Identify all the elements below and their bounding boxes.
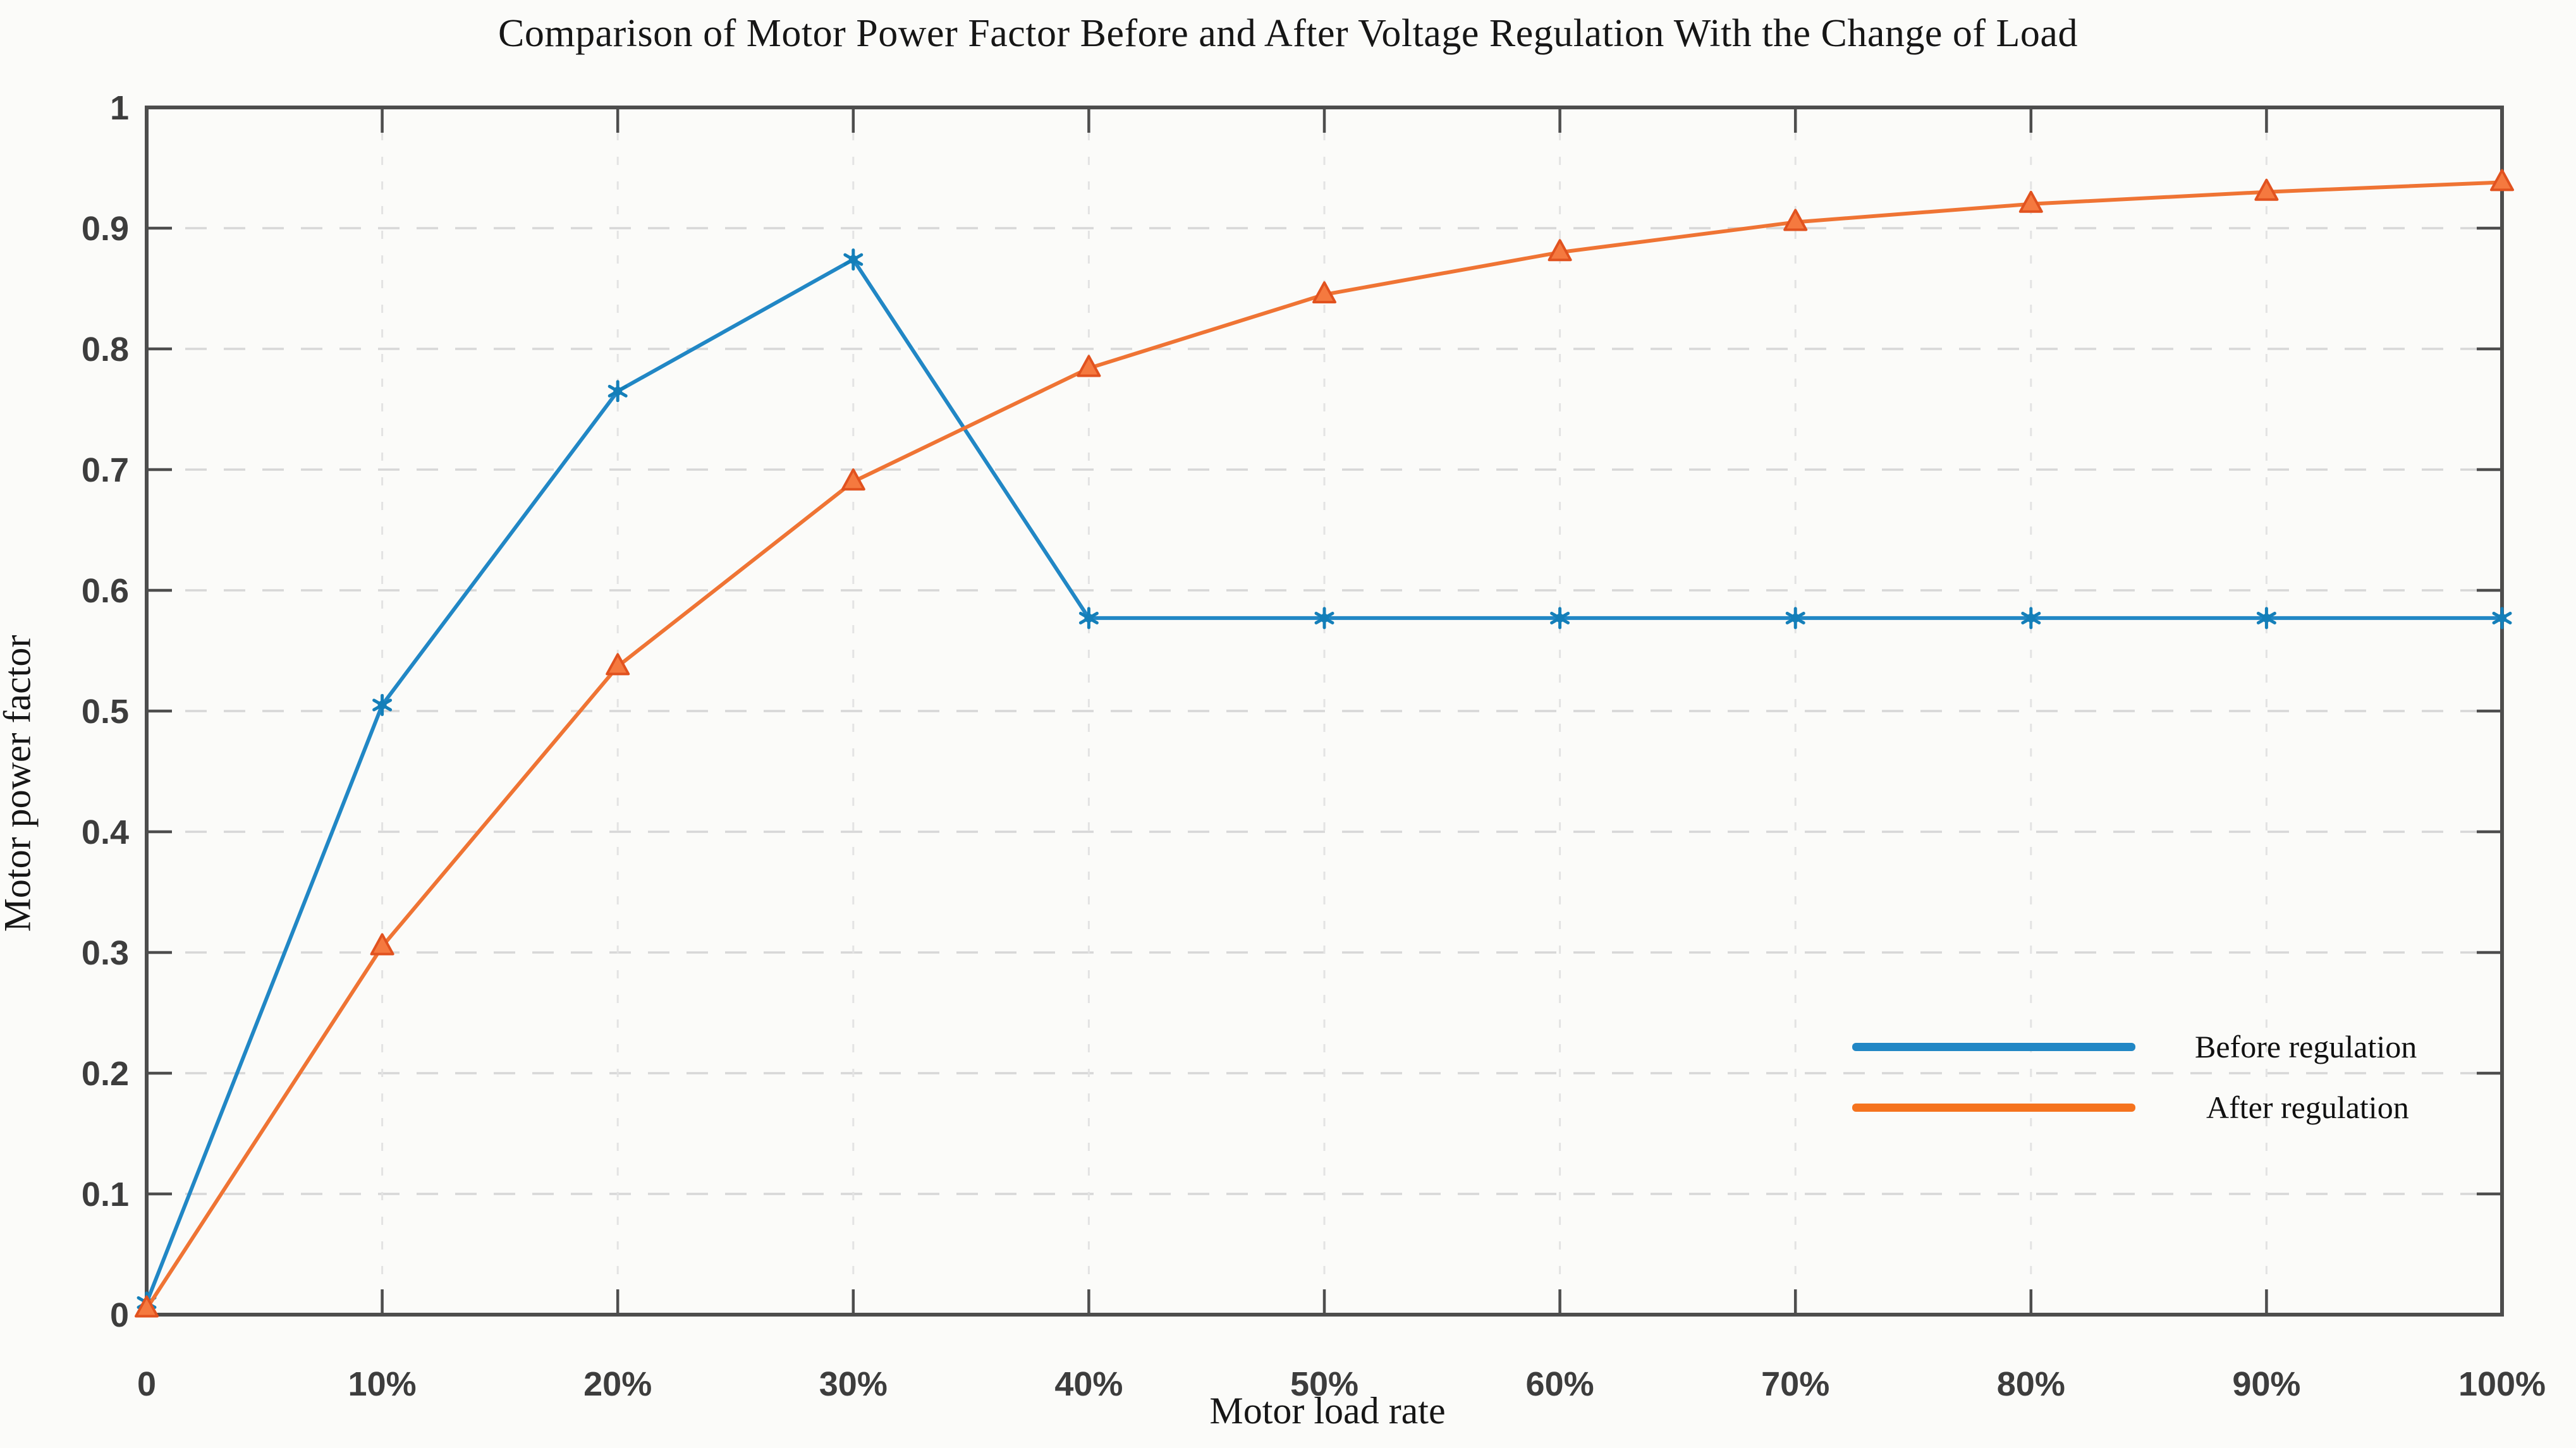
x-tick-label: 100% <box>2458 1365 2546 1403</box>
triangle-marker <box>135 1295 159 1318</box>
y-tick-label: 0.1 <box>82 1176 129 1214</box>
series-after-regulation <box>135 169 2514 1318</box>
legend-item-after: After regulation <box>1852 1077 2548 1138</box>
y-tick-label: 0.6 <box>82 572 129 610</box>
y-tick-label: 0.3 <box>82 934 129 972</box>
triangle-marker <box>1783 209 1808 231</box>
x-tick-label: 70% <box>1761 1365 1829 1403</box>
x-tick-label: 50% <box>1290 1365 1358 1403</box>
x-tick-label: 90% <box>2232 1365 2300 1403</box>
series-before-regulation <box>137 248 2512 1314</box>
x-tick-label: 80% <box>1997 1365 2065 1403</box>
triangle-marker <box>1547 239 1572 262</box>
x-tick-label: 60% <box>1526 1365 1594 1403</box>
legend-item-before: Before regulation <box>1852 1016 2548 1077</box>
series-after-regulation-line <box>145 180 2504 1311</box>
asterisk-marker-center <box>1791 613 1800 623</box>
asterisk-marker-center <box>2262 613 2271 623</box>
triangle-marker <box>841 468 865 491</box>
y-tick-label: 0.4 <box>82 813 129 851</box>
asterisk-marker-center <box>1084 613 1094 623</box>
tick-labels: 0 10% 20% 30% 40% 50% 60% 70% 80% 90% 100% 0 0.1 0.2 0… <box>82 89 2546 1403</box>
asterisk-marker-center <box>613 386 623 396</box>
x-tick-label: 10% <box>348 1365 417 1403</box>
after-regulation-line-swatch <box>1852 1103 2135 1112</box>
gridlines <box>147 107 2502 1315</box>
y-tick-label: 0.8 <box>82 331 129 368</box>
chart-title: Comparison of Motor Power Factor Before … <box>498 12 2078 55</box>
triangle-marker <box>2254 178 2279 201</box>
x-tick-label: 20% <box>583 1365 652 1403</box>
before-regulation-line-swatch <box>1852 1042 2135 1051</box>
asterisk-marker-center <box>1320 613 1329 623</box>
asterisk-marker-center <box>848 255 858 264</box>
legend: Before regulation After regulation <box>1852 1016 2548 1138</box>
x-tick-label: 0 <box>137 1365 156 1403</box>
y-tick-label: 0.7 <box>82 451 129 489</box>
asterisk-marker-center <box>2498 613 2506 623</box>
triangle-marker <box>370 933 394 956</box>
x-tick-label: 40% <box>1054 1365 1123 1403</box>
legend-label-before: Before regulation <box>2195 1029 2417 1064</box>
triangle-marker <box>2490 169 2514 192</box>
y-tick-label: 0.9 <box>82 210 129 248</box>
asterisk-marker-center <box>2026 613 2036 623</box>
y-tick-label: 0.2 <box>82 1055 129 1093</box>
triangle-marker <box>606 653 630 676</box>
triangle-marker <box>2018 190 2043 213</box>
triangle-marker <box>1077 355 1101 377</box>
y-tick-label: 0.5 <box>82 693 129 731</box>
legend-label-after: After regulation <box>2206 1090 2409 1125</box>
x-tick-label: 30% <box>819 1365 888 1403</box>
y-tick-label: 0 <box>110 1296 129 1334</box>
x-axis-title: Motor load rate <box>1209 1390 1446 1432</box>
asterisk-marker-center <box>1555 613 1565 623</box>
y-tick-label: 1 <box>110 89 129 127</box>
triangle-marker <box>1312 281 1336 304</box>
asterisk-marker-center <box>377 700 387 710</box>
